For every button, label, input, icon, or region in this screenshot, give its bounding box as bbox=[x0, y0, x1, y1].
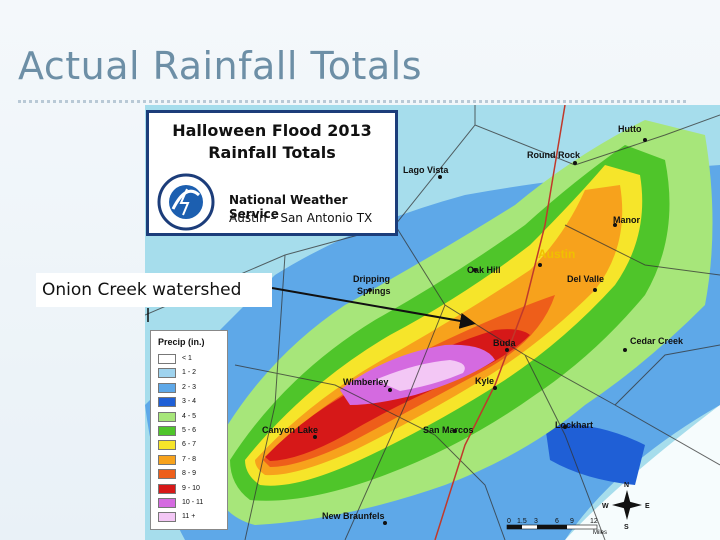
callout-arrow bbox=[271, 287, 476, 329]
zone-under-1in bbox=[565, 405, 720, 540]
scale-tick-0: 0 bbox=[507, 518, 511, 525]
precip-legend-swatch bbox=[158, 454, 176, 465]
precip-legend-label: 4 - 5 bbox=[182, 412, 197, 420]
place-lockhart: Lockhart bbox=[555, 420, 593, 430]
precip-legend-swatch bbox=[158, 483, 176, 494]
precip-legend-label: 8 - 9 bbox=[182, 470, 197, 478]
precip-legend-label: < 1 bbox=[182, 355, 192, 362]
precip-legend-swatch bbox=[158, 382, 176, 393]
scale-tick-3: 6 bbox=[555, 518, 559, 525]
precip-legend-label: 1 - 2 bbox=[182, 369, 197, 377]
nws-seal-logo bbox=[157, 173, 215, 231]
slide-title: Actual Rainfall Totals bbox=[18, 44, 423, 88]
onion-creek-watershed-label: Onion Creek watershed bbox=[36, 273, 272, 307]
precip-legend-row: 9 - 10 bbox=[158, 483, 224, 495]
precip-legend-label: 7 - 8 bbox=[182, 455, 197, 463]
zone-11plus-in bbox=[375, 360, 465, 391]
place-dripping-springs-line2: Springs bbox=[357, 286, 391, 296]
precip-legend-swatch bbox=[158, 498, 176, 508]
precip-legend-swatch bbox=[158, 354, 176, 364]
precip-legend-label: 6 - 7 bbox=[182, 441, 197, 449]
scale-tick-5: 12 bbox=[590, 518, 598, 525]
compass-n: N bbox=[624, 482, 629, 489]
precip-legend-swatch bbox=[158, 469, 176, 480]
map-title-organization: National Weather Service bbox=[229, 193, 348, 221]
precip-legend-label: 5 - 6 bbox=[182, 427, 197, 434]
place-wimberley: Wimberley bbox=[343, 377, 388, 387]
precip-legend-swatch bbox=[158, 512, 176, 523]
town-markers bbox=[313, 138, 647, 525]
place-del-valle: Del Valle bbox=[567, 274, 604, 284]
place-lago-vista: Lago Vista bbox=[403, 165, 449, 175]
precip-legend-swatch bbox=[158, 426, 176, 436]
place-san-marcos: San Marcos bbox=[423, 425, 474, 435]
zone-3-4in-lockhart bbox=[545, 424, 645, 485]
place-hutto: Hutto bbox=[618, 124, 642, 134]
precip-legend-row: 7 - 8 bbox=[158, 454, 224, 466]
precip-legend-row: 10 - 11 bbox=[158, 497, 224, 509]
compass-w: W bbox=[602, 503, 609, 510]
precip-legend-title: Precip (in.) bbox=[158, 337, 205, 347]
precip-legend-swatch bbox=[158, 397, 176, 408]
scale-tick-2: 3 bbox=[534, 518, 538, 525]
precip-legend-swatch bbox=[158, 440, 176, 451]
precip-legend-row: 8 - 9 bbox=[158, 468, 224, 480]
place-manor: Manor bbox=[613, 215, 640, 225]
precip-legend-label: 2 - 3 bbox=[182, 383, 197, 391]
place-canyon-lake: Canyon Lake bbox=[262, 425, 318, 435]
precip-legend-label: 3 - 4 bbox=[182, 398, 197, 406]
place-new-braunfels: New Braunfels bbox=[322, 511, 385, 521]
precip-legend: Precip (in.) < 1 1 - 2 2 - 3 3 - 4 4 - 5 5 - … bbox=[150, 330, 228, 530]
precip-legend-swatch bbox=[158, 411, 176, 422]
precip-legend-row: < 1 bbox=[158, 353, 224, 365]
scale-bar: 0 1.5 3 6 9 12 Miles bbox=[506, 518, 607, 536]
compass-s: S bbox=[624, 524, 629, 531]
precip-legend-row: 1 - 2 bbox=[158, 367, 224, 379]
place-kyle: Kyle bbox=[475, 376, 494, 386]
precip-legend-row: 2 - 3 bbox=[158, 382, 224, 394]
place-oak-hill: Oak Hill bbox=[467, 265, 501, 275]
title-divider bbox=[18, 100, 686, 103]
scale-unit: Miles bbox=[593, 530, 607, 536]
compass-rose: N S E W bbox=[602, 482, 650, 531]
place-austin: Austin bbox=[538, 247, 575, 261]
place-cedar-creek: Cedar Creek bbox=[630, 336, 684, 346]
compass-e: E bbox=[645, 503, 650, 510]
map-title-office: Austin – San Antonio TX bbox=[229, 211, 373, 225]
precip-legend-row: 5 - 6 bbox=[158, 425, 224, 437]
scale-tick-4: 9 bbox=[570, 518, 574, 525]
place-dripping-springs-line1: Dripping bbox=[353, 274, 390, 284]
map-title-box: Halloween Flood 2013 Rainfall Totals Nat… bbox=[146, 110, 398, 236]
precip-legend-label: 11 + bbox=[182, 513, 196, 521]
map-title-line1: Halloween Flood 2013 bbox=[172, 121, 372, 140]
precip-legend-row: 4 - 5 bbox=[158, 411, 224, 423]
precip-legend-swatch bbox=[158, 368, 176, 379]
precip-legend-row: 11 + bbox=[158, 511, 224, 523]
scale-tick-1: 1.5 bbox=[517, 518, 527, 525]
precip-legend-row: 3 - 4 bbox=[158, 396, 224, 408]
place-round-rock: Round Rock bbox=[527, 150, 581, 160]
map-title-line2: Rainfall Totals bbox=[208, 143, 336, 162]
precip-legend-label: 9 - 10 bbox=[182, 484, 200, 492]
precip-legend-row: 6 - 7 bbox=[158, 439, 224, 451]
place-buda: Buda bbox=[493, 338, 516, 348]
precip-legend-label: 10 - 11 bbox=[182, 499, 204, 506]
interstate-highway bbox=[434, 105, 566, 540]
